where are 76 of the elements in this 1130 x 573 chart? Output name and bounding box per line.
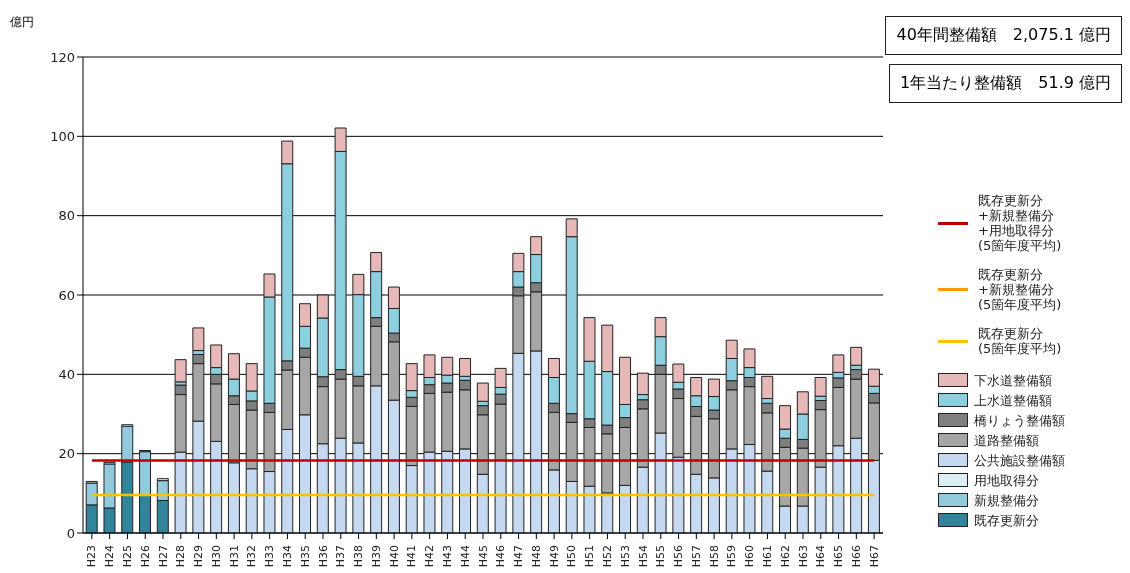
legend-label: 新規整備分 [974, 492, 1039, 508]
text: 40年間整備額 2,075.1 億円 [885, 16, 1122, 55]
bar [192, 327, 205, 352]
x-tick-label: H60 [743, 545, 757, 568]
x-tick-label: H24 [103, 545, 117, 568]
x-tick-label: H59 [725, 545, 739, 568]
legend-label: 既存更新分 (5箇年度平均) [978, 326, 1062, 356]
bar [174, 359, 187, 383]
y-tick-label: 100 [50, 128, 75, 144]
x-tick-label: H51 [583, 545, 597, 568]
legend-label: 公共施設整備額 [974, 452, 1065, 468]
y-tick-label: 60 [58, 287, 75, 303]
bar [139, 494, 152, 533]
x-tick-label: H65 [832, 545, 846, 568]
x-tick-label: H62 [778, 545, 792, 568]
x-tick-label: H28 [174, 545, 188, 568]
x-tick-label: H47 [512, 545, 526, 568]
legend-label: 用地取得分 [974, 472, 1039, 488]
legend-label: 既存更新分 [974, 512, 1039, 528]
x-tick-label: H29 [192, 545, 206, 568]
y-tick-label: 20 [58, 446, 75, 462]
bar [494, 459, 507, 533]
x-tick-label: H42 [423, 545, 437, 568]
x-tick-label: H35 [298, 545, 312, 568]
x-tick-label: H53 [618, 545, 632, 568]
x-tick-label: H39 [369, 545, 383, 568]
bar [476, 382, 489, 402]
x-tick-label: H38 [352, 545, 366, 568]
x-tick-label: H44 [458, 545, 472, 568]
bar [636, 372, 649, 396]
x-tick-label: H43 [440, 545, 454, 568]
x-tick-label: H50 [565, 545, 579, 568]
x-tick-label: H58 [707, 545, 721, 568]
x-tick-label: H54 [636, 545, 650, 568]
x-tick-label: H56 [672, 545, 686, 568]
x-tick-label: H32 [245, 545, 259, 568]
x-tick-label: H27 [156, 545, 170, 568]
x-tick-label: H40 [387, 545, 401, 568]
legend-label: 橋りょう整備額 [974, 412, 1065, 428]
legend-label: 道路整備額 [974, 432, 1039, 448]
y-tick-label: 40 [58, 366, 75, 382]
x-tick-label: H37 [334, 545, 348, 568]
x-tick-label: H57 [689, 545, 703, 568]
x-tick-label: H45 [476, 545, 490, 568]
x-tick-label: H49 [547, 545, 561, 568]
bar [814, 377, 827, 397]
x-tick-label: H30 [209, 545, 223, 568]
x-tick-label: H52 [600, 545, 614, 568]
legend-label: 下水道整備額 [974, 372, 1052, 388]
bar [850, 346, 863, 366]
y-axis-title: 億円 [10, 14, 34, 31]
bar [459, 357, 472, 377]
bar [761, 375, 774, 400]
x-tick-label: H26 [138, 545, 152, 568]
x-tick-label: H23 [85, 545, 99, 568]
x-tick-label: H67 [867, 545, 881, 568]
x-tick-label: H31 [227, 545, 241, 568]
x-tick-label: H36 [316, 545, 330, 568]
y-tick-label: 120 [50, 49, 75, 65]
x-tick-label: H34 [280, 545, 294, 568]
x-tick-label: H41 [405, 545, 419, 568]
y-tick-label: 80 [58, 208, 75, 224]
x-tick-label: H46 [494, 545, 508, 568]
x-tick-label: H48 [529, 545, 543, 568]
legend-label: 既存更新分 +新規整備分 (5箇年度平均) [978, 267, 1062, 312]
x-tick-label: H61 [760, 545, 774, 568]
text: 1年当たり整備額 51.9 億円 [889, 64, 1122, 103]
x-tick-label: H63 [796, 545, 810, 568]
y-tick-label: 0 [66, 525, 75, 541]
legend-label: 既存更新分 +新規整備分 +用地取得分 (5箇年度平均) [978, 193, 1062, 253]
x-tick-label: H25 [120, 545, 134, 568]
x-tick-label: H64 [814, 545, 828, 568]
x-tick-label: H66 [849, 545, 863, 568]
legend-label: 上水道整備額 [974, 392, 1052, 408]
x-tick-label: H33 [263, 545, 277, 568]
x-tick-label: H55 [654, 545, 668, 568]
